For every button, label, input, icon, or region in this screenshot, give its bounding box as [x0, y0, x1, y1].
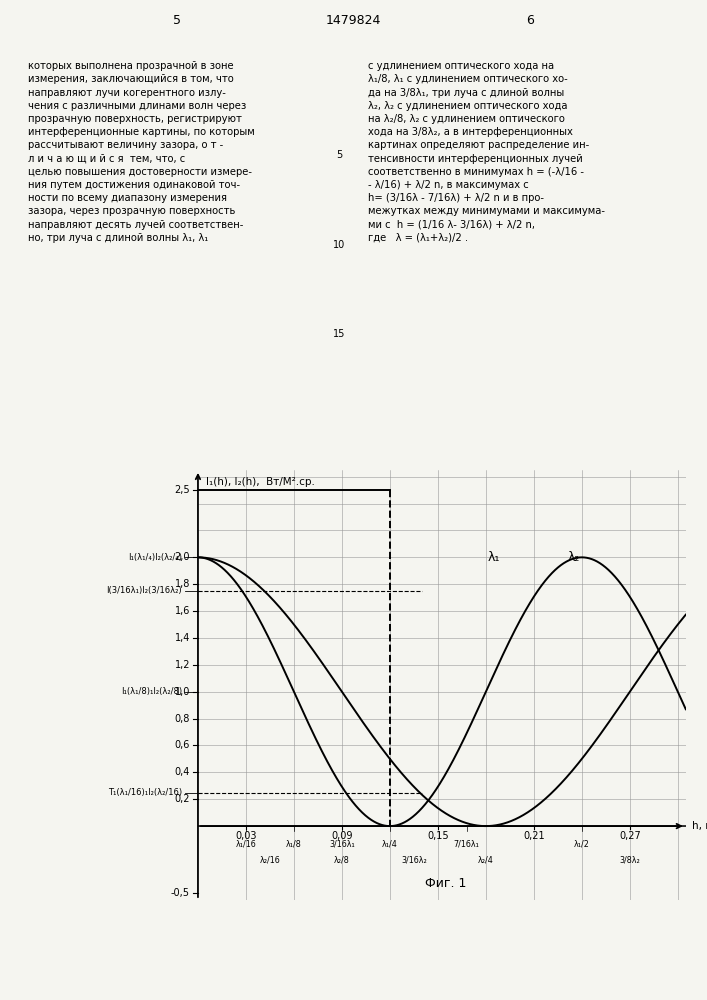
Text: 1479824: 1479824	[326, 14, 381, 27]
Text: λ₁/4: λ₁/4	[382, 840, 398, 849]
Text: I₁(λ₁/₄)I₂(λ₂/₄): I₁(λ₁/₄)I₂(λ₂/₄)	[128, 553, 182, 562]
Text: λ₁/2: λ₁/2	[574, 840, 590, 849]
Text: которых выполнена прозрачной в зоне
измерения, заключающийся в том, что
направля: которых выполнена прозрачной в зоне изме…	[28, 61, 255, 243]
Text: λ₂/16: λ₂/16	[259, 856, 280, 865]
Text: с удлинением оптического хода на
λ₁/8, λ₁ с удлинением оптического хо-
да на 3/8: с удлинением оптического хода на λ₁/8, λ…	[368, 61, 604, 243]
Text: Фиг. 1: Фиг. 1	[425, 877, 467, 890]
Text: 15: 15	[333, 329, 346, 339]
Text: 1,6: 1,6	[175, 606, 190, 616]
Text: 0,6: 0,6	[175, 740, 190, 750]
Text: 3/16λ₁: 3/16λ₁	[329, 840, 355, 849]
Text: 5: 5	[173, 14, 181, 27]
Text: λ₁/16: λ₁/16	[235, 840, 257, 849]
Text: 0,8: 0,8	[175, 714, 190, 724]
Text: 0,27: 0,27	[619, 831, 641, 841]
Text: 0,09: 0,09	[331, 831, 353, 841]
Text: T₁(λ₁/16)₁I₂(λ₂/16): T₁(λ₁/16)₁I₂(λ₂/16)	[108, 788, 182, 797]
Text: 0,4: 0,4	[175, 767, 190, 777]
Text: 1,8: 1,8	[175, 579, 190, 589]
Text: λ₂/4: λ₂/4	[478, 856, 493, 865]
Text: λ₂: λ₂	[568, 551, 580, 564]
Text: 0,21: 0,21	[523, 831, 544, 841]
Text: 1,0: 1,0	[175, 687, 190, 697]
Text: 1,4: 1,4	[175, 633, 190, 643]
Text: 0,15: 0,15	[427, 831, 449, 841]
Text: λ₂/8: λ₂/8	[334, 856, 350, 865]
Text: 2,0: 2,0	[175, 552, 190, 562]
Text: 3/8λ₂: 3/8λ₂	[619, 856, 640, 865]
Text: 6: 6	[526, 14, 534, 27]
Text: 10: 10	[333, 240, 346, 250]
Text: 3/16λ₂: 3/16λ₂	[401, 856, 427, 865]
Text: λ₁/8: λ₁/8	[286, 840, 302, 849]
Text: I₁(λ₁/8)₁I₂(λ₂/8): I₁(λ₁/8)₁I₂(λ₂/8)	[121, 687, 182, 696]
Text: -0,5: -0,5	[171, 888, 190, 898]
Text: 0,03: 0,03	[235, 831, 257, 841]
Text: 5: 5	[337, 150, 342, 160]
Text: 1,2: 1,2	[175, 660, 190, 670]
Text: 2,5: 2,5	[175, 485, 190, 495]
Text: h, мм: h, мм	[692, 821, 707, 831]
Text: 0,2: 0,2	[175, 794, 190, 804]
Text: I(3/16λ₁)I₂(3/16λ₂): I(3/16λ₁)I₂(3/16λ₂)	[106, 586, 182, 595]
Text: 7/16λ₁: 7/16λ₁	[454, 840, 479, 849]
Text: λ₁: λ₁	[488, 551, 500, 564]
Text: I₁(h), I₂(h),  Вт/М².ср.: I₁(h), I₂(h), Вт/М².ср.	[206, 477, 315, 487]
